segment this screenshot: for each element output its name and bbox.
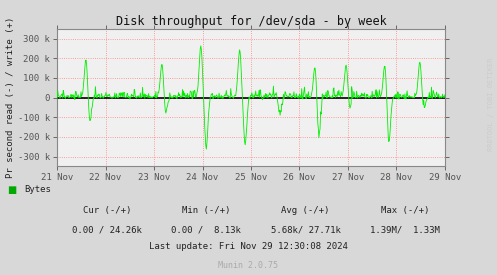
Text: RRDTOOL / TOBI OETIKER: RRDTOOL / TOBI OETIKER [488,58,494,151]
Text: Cur (-/+): Cur (-/+) [83,206,131,215]
Text: Avg (-/+): Avg (-/+) [281,206,330,215]
Y-axis label: Pr second read (-) / write (+): Pr second read (-) / write (+) [6,17,15,178]
Text: 1.39M/  1.33M: 1.39M/ 1.33M [370,226,440,234]
Text: Bytes: Bytes [24,185,51,194]
Text: Min (-/+): Min (-/+) [182,206,231,215]
Text: 0.00 / 24.26k: 0.00 / 24.26k [72,226,142,234]
Title: Disk throughput for /dev/sda - by week: Disk throughput for /dev/sda - by week [116,15,386,28]
Text: 0.00 /  8.13k: 0.00 / 8.13k [171,226,241,234]
Text: Munin 2.0.75: Munin 2.0.75 [219,261,278,270]
Text: Max (-/+): Max (-/+) [381,206,429,215]
Text: ■: ■ [7,185,17,195]
Text: Last update: Fri Nov 29 12:30:08 2024: Last update: Fri Nov 29 12:30:08 2024 [149,242,348,251]
Text: 5.68k/ 27.71k: 5.68k/ 27.71k [271,226,340,234]
